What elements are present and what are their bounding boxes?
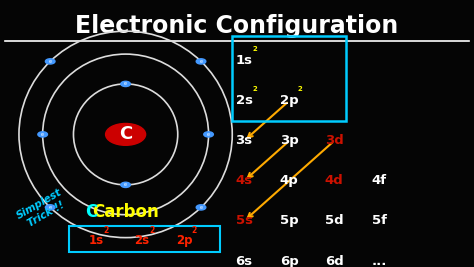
Text: e: e <box>124 81 127 87</box>
Text: 5s: 5s <box>236 214 253 227</box>
Text: 2p: 2p <box>176 234 192 247</box>
Circle shape <box>46 205 55 210</box>
Text: 6d: 6d <box>325 254 344 267</box>
Text: 2s: 2s <box>236 94 253 107</box>
Text: 2s: 2s <box>134 234 149 247</box>
Text: 1s: 1s <box>236 54 253 67</box>
Text: 2: 2 <box>252 86 257 92</box>
Text: 3p: 3p <box>280 134 299 147</box>
Circle shape <box>121 81 130 87</box>
Text: 2: 2 <box>252 46 257 52</box>
Text: e: e <box>200 205 202 210</box>
Text: 1s: 1s <box>89 234 104 247</box>
Text: 4d: 4d <box>325 174 344 187</box>
Text: Simplest
Trick !!: Simplest Trick !! <box>15 187 70 232</box>
Circle shape <box>196 205 206 210</box>
Text: 6s: 6s <box>236 254 253 267</box>
Text: e: e <box>49 59 52 64</box>
Circle shape <box>196 59 206 64</box>
Text: 4f: 4f <box>372 174 387 187</box>
Circle shape <box>121 182 130 187</box>
Circle shape <box>46 59 55 64</box>
Text: ...: ... <box>372 254 387 267</box>
Circle shape <box>204 132 213 137</box>
Text: 5d: 5d <box>325 214 344 227</box>
Text: 4p: 4p <box>280 174 299 187</box>
Text: 2: 2 <box>297 86 302 92</box>
Text: 5f: 5f <box>372 214 387 227</box>
Text: 5p: 5p <box>280 214 299 227</box>
Circle shape <box>106 123 146 145</box>
Bar <box>232 36 346 121</box>
Text: 2: 2 <box>192 226 197 235</box>
Text: 2: 2 <box>104 226 109 235</box>
Circle shape <box>38 132 47 137</box>
Bar <box>69 226 220 252</box>
Text: e: e <box>207 132 210 137</box>
Text: 6p: 6p <box>280 254 299 267</box>
Text: C: C <box>85 203 97 221</box>
Text: 3s: 3s <box>236 134 253 147</box>
Text: e: e <box>200 59 202 64</box>
Text: C: C <box>119 125 132 143</box>
Text: Electronic Configuration: Electronic Configuration <box>75 14 399 38</box>
Text: e: e <box>49 205 52 210</box>
Text: 2p: 2p <box>280 94 299 107</box>
Text: Carbon: Carbon <box>92 203 159 221</box>
Text: 4s: 4s <box>236 174 253 187</box>
Text: e: e <box>41 132 44 137</box>
Text: 2: 2 <box>149 226 155 235</box>
Text: e: e <box>124 182 127 187</box>
Text: 3d: 3d <box>325 134 344 147</box>
